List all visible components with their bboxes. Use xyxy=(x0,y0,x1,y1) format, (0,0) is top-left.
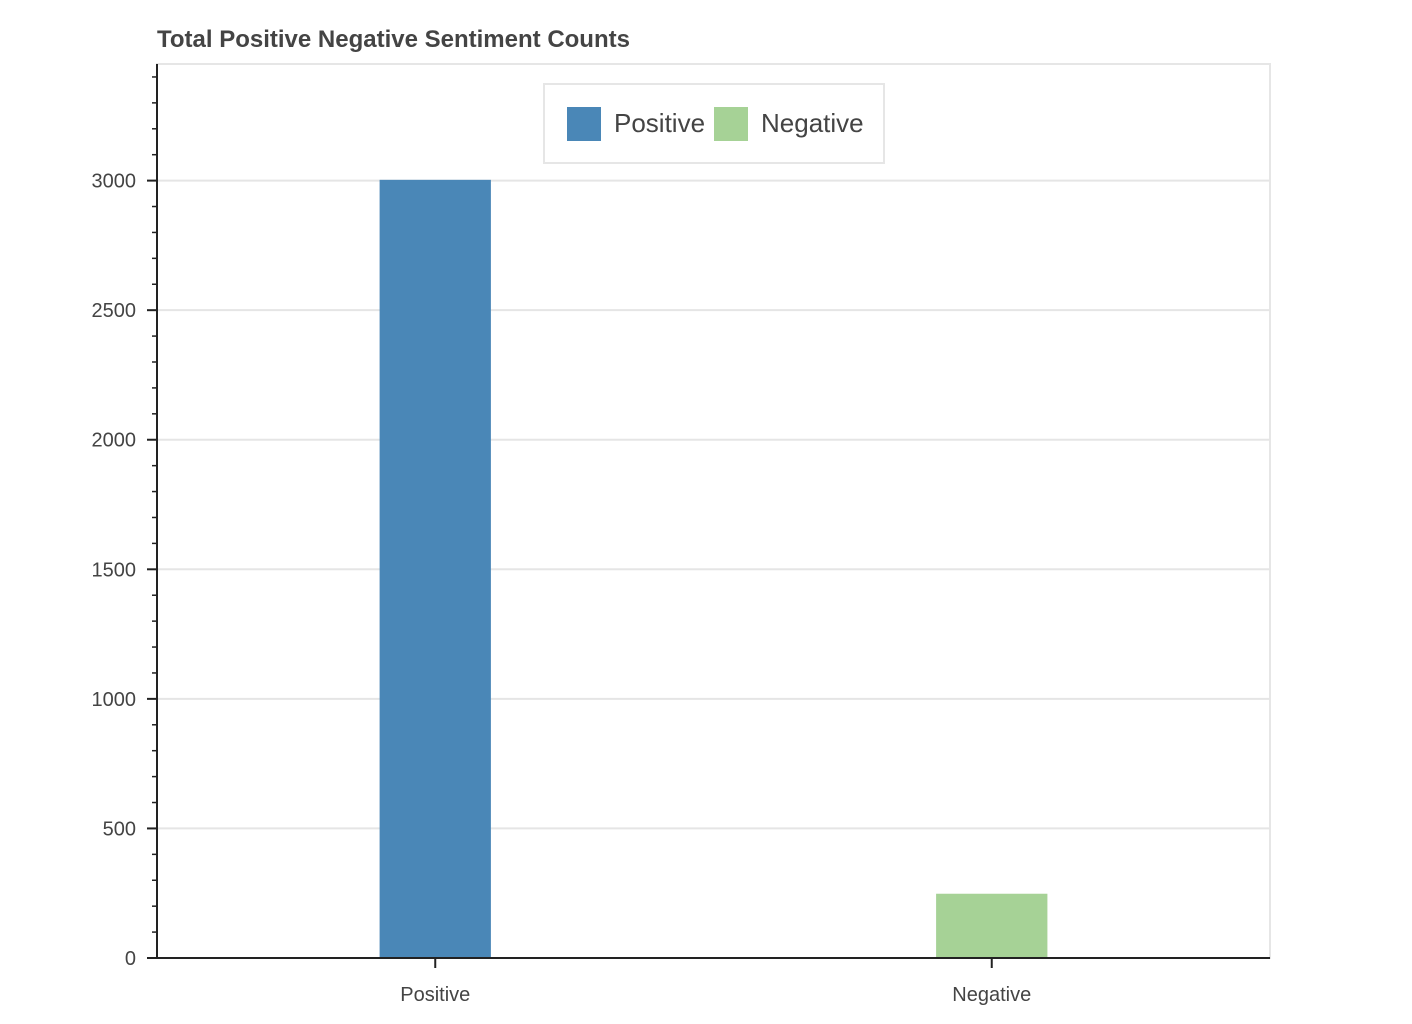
y-tick-label-0: 0 xyxy=(125,948,136,970)
x-ticks: Positive Negative xyxy=(400,958,1031,1006)
legend-label-positive: Positive xyxy=(614,108,705,138)
bar-negative xyxy=(936,893,1048,958)
y-tick-label-1500: 1500 xyxy=(92,559,137,581)
grid-lines xyxy=(157,179,1270,830)
y-ticks: 0 500 1000 1500 2000 2500 3000 xyxy=(92,76,157,970)
y-tick-label-2500: 2500 xyxy=(92,300,137,322)
x-tick-label-negative: Negative xyxy=(952,984,1031,1006)
chart-title: Total Positive Negative Sentiment Counts xyxy=(157,26,630,53)
plot-frame xyxy=(156,63,1271,959)
x-tick-label-positive: Positive xyxy=(400,984,470,1006)
legend-label-negative: Negative xyxy=(761,108,864,138)
y-tick-label-500: 500 xyxy=(103,818,136,840)
legend: Positive Negative xyxy=(543,83,885,164)
y-tick-label-2000: 2000 xyxy=(92,430,137,452)
legend-swatch-positive xyxy=(567,107,601,141)
legend-swatch-negative xyxy=(714,107,748,141)
bars xyxy=(379,179,1048,958)
bar-positive xyxy=(379,179,491,958)
y-tick-label-1000: 1000 xyxy=(92,689,137,711)
axes xyxy=(156,64,1270,959)
y-tick-label-3000: 3000 xyxy=(92,171,137,193)
